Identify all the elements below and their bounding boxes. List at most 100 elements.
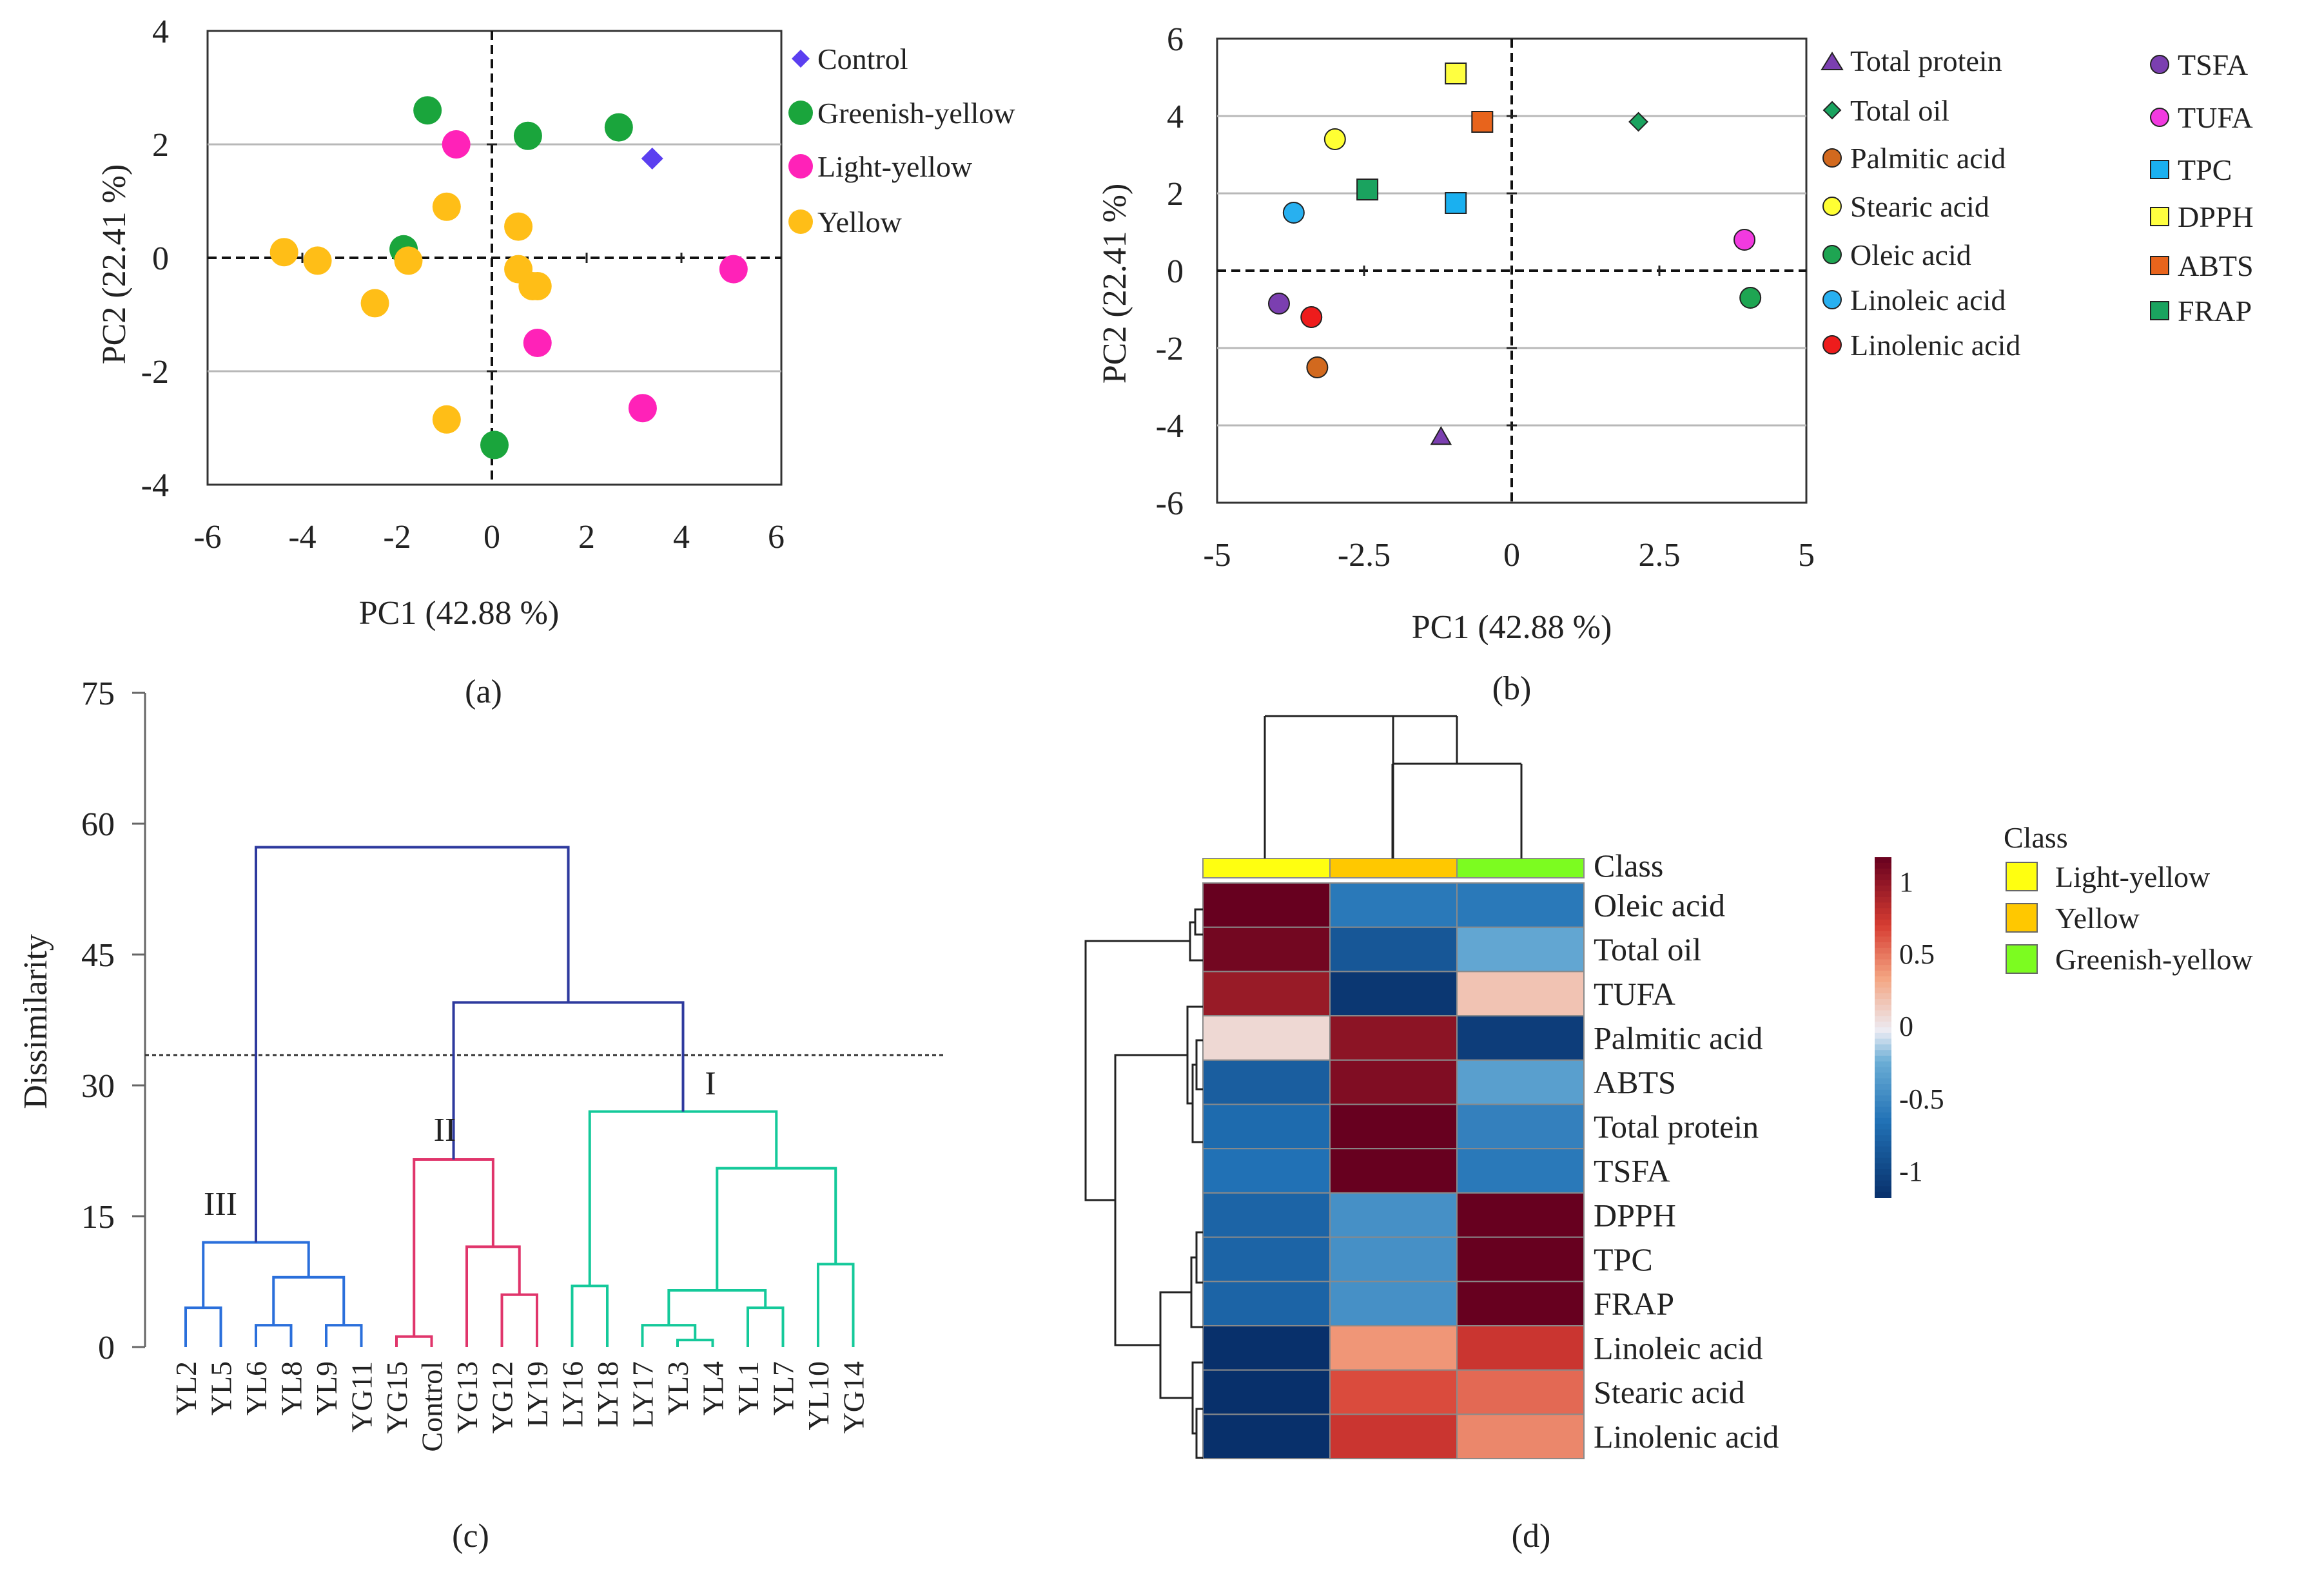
panel-b-label: (b) (1492, 670, 1532, 707)
colorbar-segment (1875, 874, 1891, 881)
colorbar-segment (1875, 1192, 1891, 1198)
panel-d-heatmap-cells (1202, 882, 1585, 1460)
y-tick-label: 6 (1167, 21, 1184, 58)
x-tick-label: 0 (483, 519, 500, 556)
heatmap-cell (1456, 1148, 1585, 1194)
x-tick-label: -4 (288, 519, 316, 556)
dendrogram-link (255, 846, 570, 1243)
leaf-label: LY19 (521, 1361, 554, 1428)
point-greenish-yellow (413, 96, 442, 125)
colorbar-segment (1875, 931, 1891, 938)
panel-d-colorbar (1875, 857, 1891, 1198)
heatmap-cell (1329, 1325, 1458, 1371)
colorbar-segment (1875, 1152, 1891, 1159)
leaf-label: YL10 (802, 1361, 835, 1430)
dendrogram-link (641, 1324, 697, 1347)
point-yellow (504, 212, 533, 241)
legend-label-stearic-acid: Stearic acid (1850, 190, 1989, 223)
panel-d-column-dendrogram (1264, 715, 1523, 858)
heatmap-cell (1202, 1015, 1331, 1061)
y-tick-label: 60 (81, 806, 115, 843)
colorbar-tick-label: -0.5 (1899, 1083, 1944, 1115)
heatmap-cell (1456, 971, 1585, 1017)
heatmap-cell (1202, 1148, 1331, 1194)
colorbar-segment (1875, 947, 1891, 955)
legend-label-linoleic-acid: Linoleic acid (1850, 284, 2006, 316)
y-tick-label: 15 (81, 1199, 115, 1236)
colorbar-segment (1875, 1174, 1891, 1181)
y-tick-label: -2 (141, 354, 169, 391)
colorbar-segment (1875, 897, 1891, 904)
leaf-label: YL8 (275, 1361, 308, 1415)
heatmap-cell (1456, 1236, 1585, 1283)
heatmap-cell (1329, 1015, 1458, 1061)
point-tufa (1733, 229, 1756, 251)
heatmap-cell (1202, 1325, 1331, 1371)
legend-marker-yellow (788, 209, 813, 234)
cluster-label-ii: II (434, 1112, 456, 1149)
heatmap-cell (1456, 1015, 1585, 1061)
point-palmitic-acid (1306, 356, 1329, 378)
point-tsfa (1267, 293, 1290, 315)
legend-marker-tufa (2150, 108, 2169, 127)
colorbar-segment (1875, 1107, 1891, 1113)
legend-label-palmitic-acid: Palmitic acid (1850, 142, 2006, 175)
heatmap-row-label: TPC (1594, 1241, 1653, 1277)
point-yellow (432, 192, 461, 221)
leaf-label: LY16 (556, 1361, 589, 1428)
leaf-label: LY17 (627, 1361, 659, 1428)
colorbar-segment (1875, 959, 1891, 966)
point-light-yellow (442, 130, 471, 159)
colorbar-segment (1875, 1089, 1891, 1096)
colorbar-segment (1875, 925, 1891, 932)
x-tick-label: -6 (193, 519, 221, 556)
colorbar-segment (1875, 886, 1891, 892)
colorbar-segment (1875, 1072, 1891, 1080)
point-greenish-yellow (513, 121, 542, 150)
heatmap-cell (1456, 1281, 1585, 1327)
legend-label-tufa: TUFA (2178, 101, 2253, 134)
y-tick-label: 45 (81, 937, 115, 974)
point-total-protein (1430, 425, 1452, 445)
x-tick-label: -2 (383, 519, 411, 556)
colorbar-segment (1875, 1016, 1891, 1023)
point-yellow (360, 289, 389, 318)
colorbar-segment (1875, 1141, 1891, 1147)
x-tick-label: 2.5 (1639, 537, 1681, 574)
y-tick-label: 0 (98, 1330, 115, 1366)
colorbar-segment (1875, 976, 1891, 983)
heatmap-cell (1202, 971, 1331, 1017)
heatmap-cell (1329, 1281, 1458, 1327)
panel-b-legend: Total protein Total oil Palmitic acid St… (1821, 44, 2254, 362)
point-frap (1356, 179, 1379, 200)
heatmap-row-label: Oleic acid (1594, 887, 1725, 923)
heatmap-row-label: Linolenic acid (1594, 1419, 1779, 1455)
point-linoleic-acid (1282, 202, 1305, 224)
legend-label-tsfa: TSFA (2178, 48, 2248, 81)
heatmap-cell (1456, 1192, 1585, 1238)
panel-c-y-ticks (132, 692, 145, 1348)
point-greenish-yellow (480, 431, 509, 460)
legend-label-control: Control (817, 43, 908, 75)
class-legend-swatch-greenish-yellow (2006, 944, 2038, 974)
heatmap-cell (1202, 926, 1331, 973)
legend-label-dpph: DPPH (2178, 200, 2254, 233)
legend-label-light-yellow: Light-yellow (817, 150, 973, 183)
point-yellow (432, 405, 461, 434)
legend-marker-greenish-yellow (788, 101, 813, 125)
heatmap-cell (1329, 1103, 1458, 1150)
point-control (641, 148, 663, 170)
y-tick-label: -4 (141, 467, 169, 504)
panel-a-points (269, 96, 748, 460)
colorbar-segment (1875, 953, 1891, 960)
colorbar-segment (1875, 1078, 1891, 1085)
dendrogram-link (571, 1285, 609, 1347)
heatmap-cell (1202, 1059, 1331, 1105)
x-tick-label: 0 (1503, 537, 1520, 574)
panel-b-y-tick-labels: 6 4 2 0 -2 -4 -6 (1156, 21, 1184, 522)
panel-a-x-axis-title: PC1 (42.88 %) (359, 595, 560, 632)
point-light-yellow (719, 255, 748, 284)
legend-label-abts: ABTS (2178, 249, 2254, 282)
y-tick-label: 2 (1167, 176, 1184, 213)
